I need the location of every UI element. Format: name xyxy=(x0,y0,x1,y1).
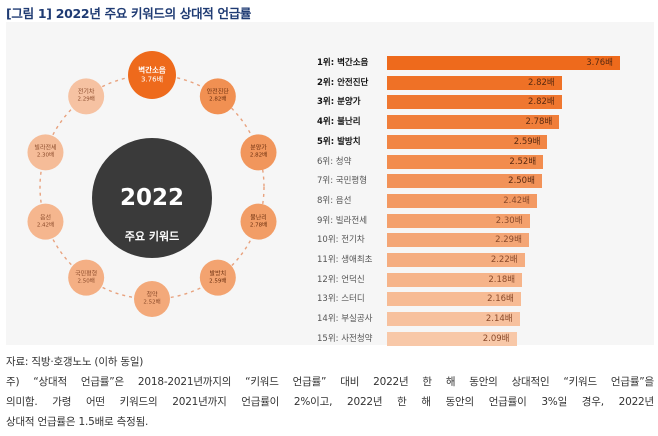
ring-node-circle xyxy=(27,134,64,171)
ring-node-circle xyxy=(27,203,64,240)
center-year: 2022 xyxy=(119,185,185,211)
bar-value-label: 2.30배 xyxy=(495,215,523,226)
ring-node-circle xyxy=(128,51,176,99)
ring-node-label: 빌라전세 2.30배 xyxy=(34,144,57,159)
ring-node-label: 음선 2.42배 xyxy=(36,214,55,228)
bar: 2.29배 xyxy=(387,233,529,248)
ring-node-name: 분양가 xyxy=(250,144,267,152)
ring-node-value: 2.52배 xyxy=(143,299,161,306)
bar: 2.82배 xyxy=(387,75,562,90)
note-line-2: 의미함. 가령 어떤 키워드의 2021년까지 언급률이 2%이고, 2022년… xyxy=(6,396,654,408)
bar: 2.82배 xyxy=(387,95,562,110)
rank-label: 5위: 발방치 xyxy=(317,136,361,147)
rank-label: 3위: 분양가 xyxy=(317,97,361,108)
note-line-1: 주) “상대적 언급률”은 2018-2021년까지의 “키워드 언급률” 대비… xyxy=(6,376,654,388)
bar-value-label: 3.76배 xyxy=(586,58,613,68)
rank-label: 13위: 스터디 xyxy=(317,294,365,305)
bar-value-label: 2.16배 xyxy=(487,294,514,305)
ring-node-value: 2.50배 xyxy=(77,277,95,284)
rank-label: 1위: 벽간소음 xyxy=(317,58,369,68)
bar: 2.50배 xyxy=(387,174,542,189)
ring-node-circle xyxy=(199,259,236,296)
ring-node-value: 2.29배 xyxy=(77,96,95,103)
ring-node-name: 청약 xyxy=(146,291,158,299)
ring-node-value: 2.82배 xyxy=(209,96,227,103)
ring-node-label: 벽간소음 3.76배 xyxy=(138,65,166,84)
rank-label: 10위: 전기차 xyxy=(317,235,365,246)
ring-node-circle xyxy=(134,281,170,317)
ring-node-name: 안전진단 xyxy=(206,88,229,96)
rank-label: 8위: 음선 xyxy=(317,195,352,206)
bar-value-label: 2.14배 xyxy=(485,314,513,325)
ring-node-circle xyxy=(68,78,105,115)
ring-node-name: 벽간소음 xyxy=(138,65,166,75)
bar-value-label: 2.78배 xyxy=(525,117,553,128)
rank-label: 4위: 불난리 xyxy=(317,117,361,128)
bar-value-label: 2.18배 xyxy=(488,274,516,285)
ring-node-label: 분양가 2.82배 xyxy=(249,144,268,159)
ring-node-value: 2.78배 xyxy=(249,221,268,228)
keyword-ring-graphic xyxy=(27,51,277,317)
bar-value-label: 2.50배 xyxy=(508,176,535,187)
bar: 2.16배 xyxy=(387,292,521,307)
ring-node-value: 2.42배 xyxy=(36,221,55,228)
rank-label: 14위: 부실공사 xyxy=(317,314,373,325)
ring-node-value: 3.76배 xyxy=(140,75,164,84)
bar-value-label: 2.52배 xyxy=(509,156,537,167)
chart-panel: 벽간소음 3.76배 안전진단 2.82배 분양가 2.82배 불난리 2.78배 발방치 2.5… xyxy=(6,22,654,346)
bar: 3.76배 xyxy=(387,56,620,70)
rank-label: 11위: 생애최초 xyxy=(317,255,373,265)
ring-node-label: 불난리 2.78배 xyxy=(249,214,268,228)
ring-node-name: 빌라전세 xyxy=(34,144,57,152)
bar: 2.14배 xyxy=(387,312,520,327)
rank-label: 9위: 빌라전세 xyxy=(317,215,368,226)
bar: 2.30배 xyxy=(387,213,530,228)
bar: 2.59배 xyxy=(387,134,548,149)
notes: 자료: 직방·호갱노노 (이하 동일) 주) “상대적 언급률”은 2018-2… xyxy=(6,352,654,432)
bar-value-label: 2.82배 xyxy=(528,77,555,88)
bar: 2.22배 xyxy=(387,253,525,267)
bar-value-label: 2.09배 xyxy=(482,333,510,344)
center-label: 주요 키워드 xyxy=(124,230,180,243)
ring-node-value: 2.30배 xyxy=(36,152,55,159)
note-line-3: 상대적 언급률은 1.5배로 측정됨. xyxy=(6,416,149,428)
ring-node-name: 전기차 xyxy=(77,88,95,96)
rank-label: 12위: 언덕신 xyxy=(317,274,365,285)
rank-label: 15위: 사전청약 xyxy=(317,333,373,344)
ring-node-value: 2.82배 xyxy=(249,152,268,159)
ring-node-circle xyxy=(240,134,277,171)
ring-node-circle xyxy=(240,203,277,240)
bar-value-label: 2.29배 xyxy=(495,235,522,246)
bar-value-label: 2.22배 xyxy=(490,255,518,265)
ring-node-label: 청약 2.52배 xyxy=(143,291,161,306)
ring-node-circle xyxy=(68,259,105,296)
ring-node-name: 음선 xyxy=(39,214,51,222)
bar: 2.78배 xyxy=(387,115,560,130)
rank-label: 6위: 청약 xyxy=(317,156,352,167)
source-note: 자료: 직방·호갱노노 (이하 동일) xyxy=(6,356,144,368)
bar-value-label: 2.59배 xyxy=(513,136,541,147)
ring-node-name: 발방치 xyxy=(209,270,227,278)
ring-node-label: 국민평형 2.50배 xyxy=(75,270,98,284)
center-circle xyxy=(92,138,212,258)
ring-node-name: 국민평형 xyxy=(75,270,98,278)
bar: 2.09배 xyxy=(387,331,517,346)
ring-node-circle xyxy=(199,78,236,115)
bar: 2.42배 xyxy=(387,193,537,208)
ring-node-value: 2.59배 xyxy=(209,277,227,284)
figure-title: [그림 1] 2022년 주요 키워드의 상대적 언급률 xyxy=(6,6,252,21)
ring-node-label: 안전진단 2.82배 xyxy=(206,88,229,103)
ring-node-label: 발방치 2.59배 xyxy=(209,270,227,284)
bar-value-label: 2.42배 xyxy=(503,195,530,206)
rank-label: 2위: 안전진단 xyxy=(317,77,369,88)
bar: 2.52배 xyxy=(387,154,544,169)
rank-label: 7위: 국민평형 xyxy=(317,176,368,187)
ring-node-label: 전기차 2.29배 xyxy=(77,88,95,103)
bar: 2.18배 xyxy=(387,272,523,287)
ring-node-name: 불난리 xyxy=(250,214,267,222)
bar-value-label: 2.82배 xyxy=(528,97,555,108)
